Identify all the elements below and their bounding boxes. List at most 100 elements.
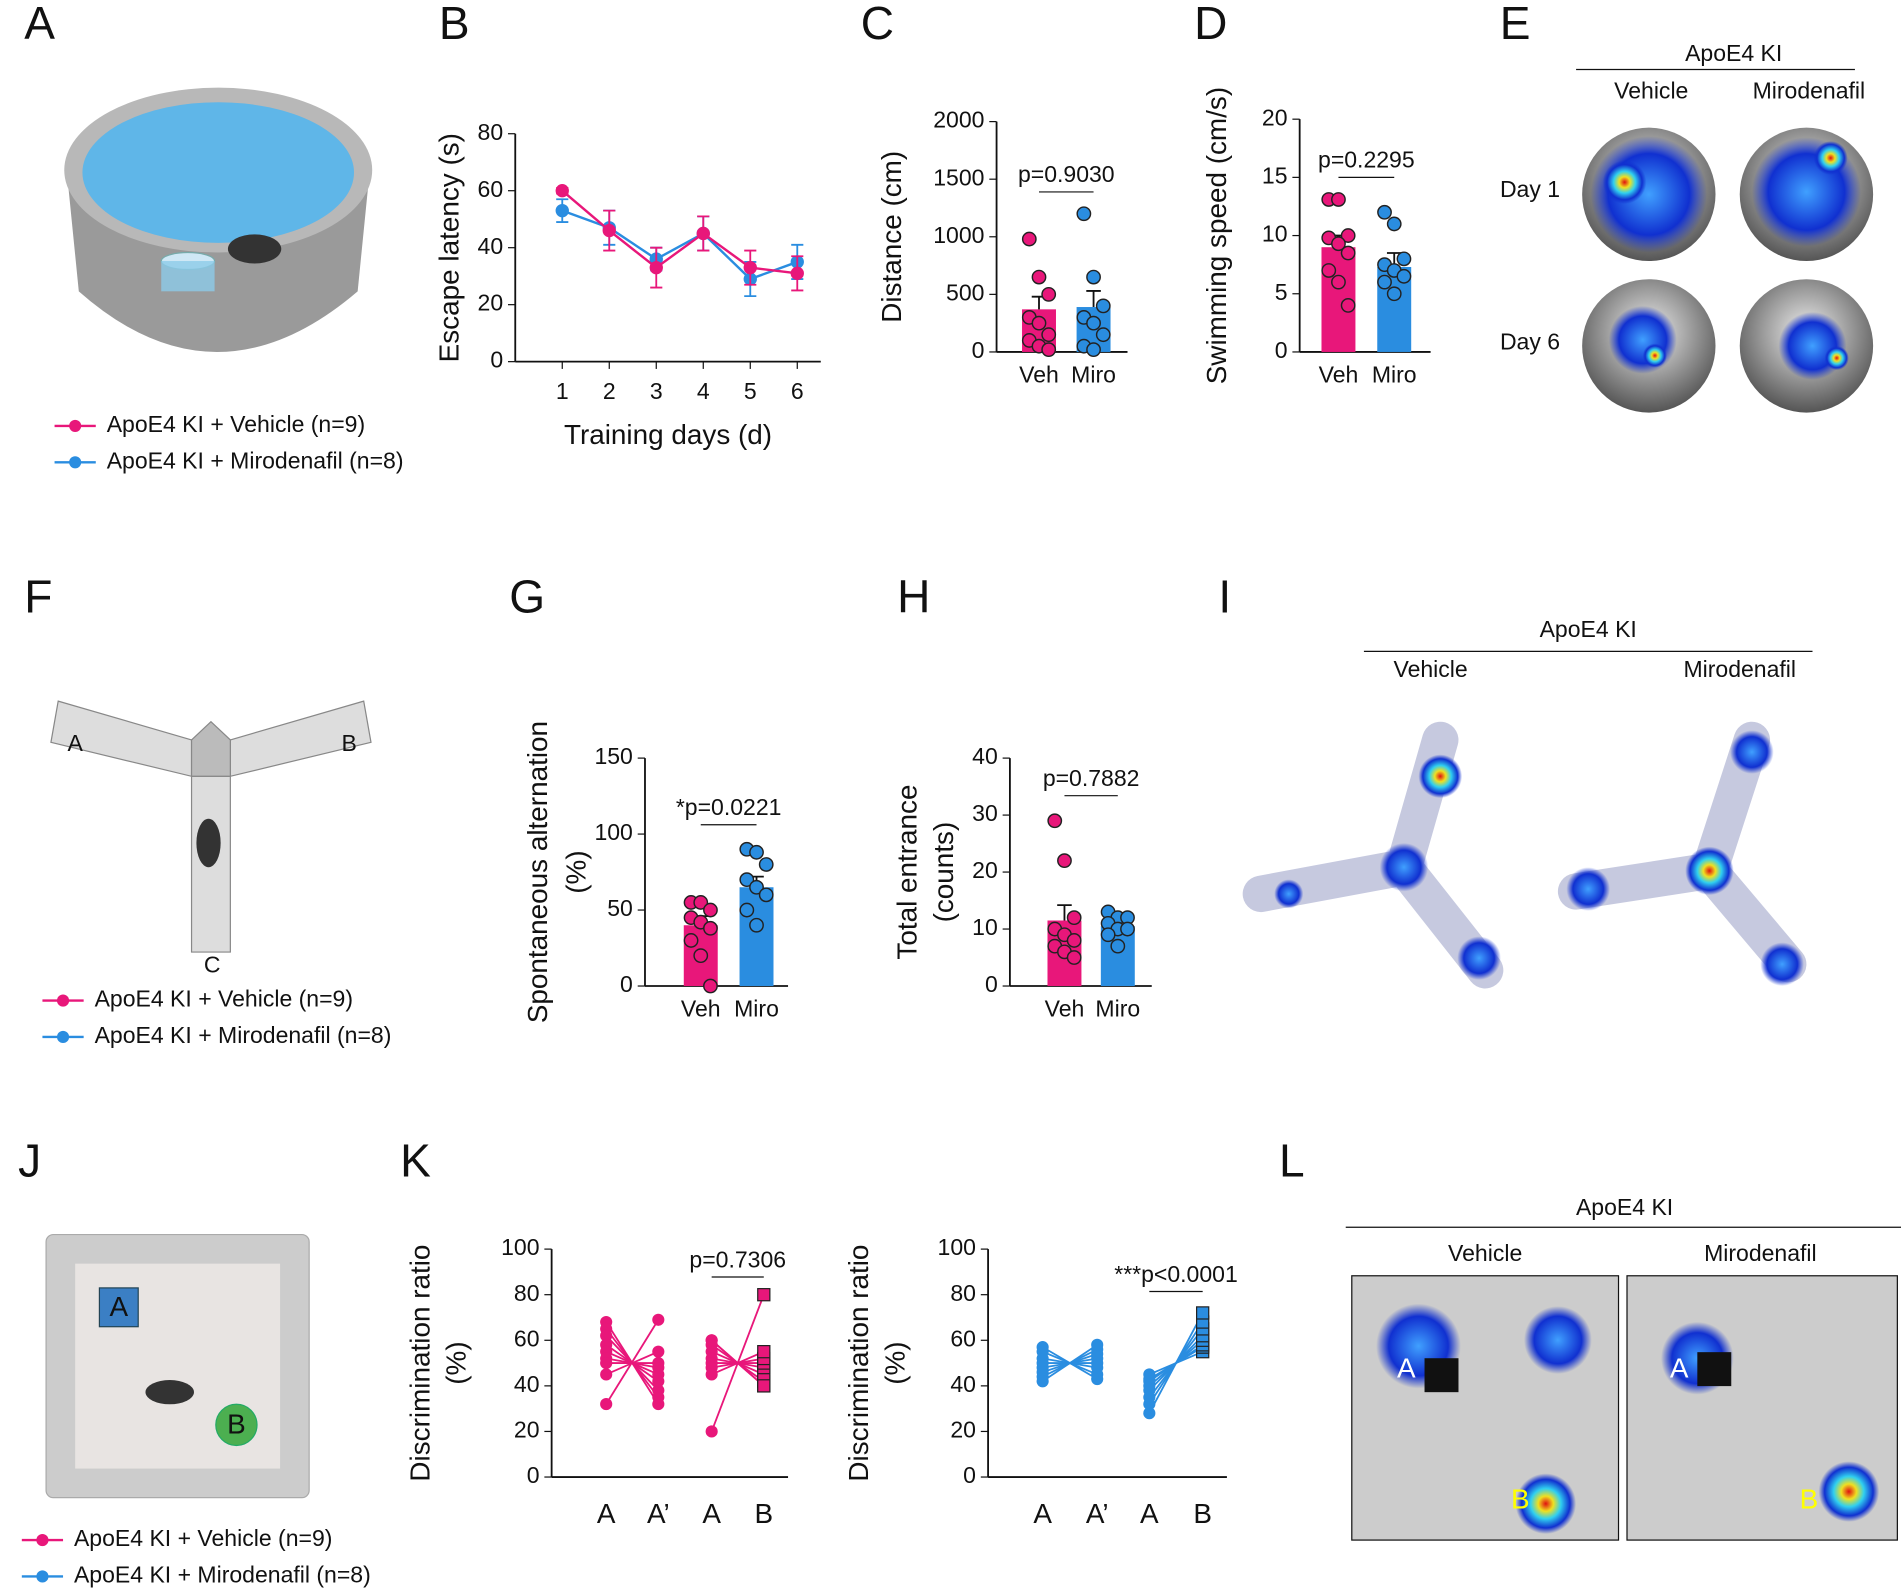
y-tick-label: 60 [478,176,504,202]
legend-marker [36,1534,49,1547]
y-tick-label: 40 [972,743,998,769]
data-point [600,1368,613,1381]
y-tick-label: 100 [938,1234,976,1260]
y-tick-label: 0 [963,1462,976,1488]
object-label: A [1670,1353,1689,1384]
data-point [1066,933,1082,948]
data-point [749,917,764,933]
y-axis-label: Total entrance [892,785,923,960]
object-box-illustration [45,1233,310,1499]
x-tick-label: Miro [1372,361,1417,387]
x-tick-label: Miro [1071,361,1116,387]
object-label: B [1511,1484,1530,1515]
y-tick-label: 60 [514,1325,540,1351]
data-point [1331,274,1346,290]
legend-label: ApoE4 KI + Vehicle (n=9) [107,411,365,437]
y-tick-label: 0 [527,1462,540,1488]
pair-line [605,1319,660,1405]
data-point [1036,1375,1049,1388]
pair-line [711,1339,765,1387]
y-tick-label: 20 [478,290,504,316]
data-point [705,1334,718,1347]
y-tick-label: 0 [972,337,985,363]
y-tick-label: 40 [514,1371,540,1397]
arm-label: A [67,730,83,756]
y-tick-label: 60 [950,1325,976,1351]
x-tick-label: Veh [1045,995,1085,1021]
y-axis-label: Discrimination ratio [843,1245,874,1482]
column-label: Mirodenafil [1753,78,1866,104]
data-point [1386,286,1402,302]
y-tick-label: 80 [478,119,504,145]
y-tick-label: 40 [478,233,504,259]
y-tick-label: 150 [594,743,632,769]
y-axis-label: (%) [561,850,592,893]
data-point [705,1425,718,1438]
x-tick-label: A’ [647,1498,670,1529]
data-point [1066,950,1082,965]
y-tick-label: 30 [972,800,998,826]
y-tick-label: 40 [950,1371,976,1397]
column-label: Vehicle [1393,656,1467,682]
data-point [693,948,709,964]
panel-label: F [24,571,52,623]
y-tick-label: 1500 [933,164,984,190]
data-point [1396,268,1412,284]
arm-label: B [341,730,356,756]
data-point [1086,269,1101,285]
y-axis-label: (%) [441,1341,472,1384]
object-label: B [1800,1484,1819,1515]
data-point [1143,1407,1156,1420]
y-axis-label: Discrimination ratio [404,1245,435,1482]
data-point [1340,228,1356,243]
data-point [1196,1306,1210,1320]
data-point [693,895,709,910]
column-label: Mirodenafil [1683,656,1796,682]
x-axis-label: Training days (d) [564,419,772,450]
data-point [1091,1338,1104,1351]
legend-label: ApoE4 KI + Vehicle (n=9) [74,1525,332,1551]
data-point [743,260,757,275]
pair-line [1148,1312,1204,1414]
y-tick-label: 20 [972,857,998,883]
pair-line [1042,1344,1098,1383]
y-tick-label: 20 [950,1417,976,1443]
data-point [1110,938,1126,954]
panel-label: A [24,0,55,49]
data-point [758,887,774,903]
data-point [739,902,755,918]
panel-label: K [400,1134,431,1186]
column-label: Vehicle [1448,1240,1522,1266]
annotation: *p=0.0221 [676,794,782,820]
panel-label: H [897,571,930,623]
data-point [1331,192,1346,207]
data-point [703,920,718,936]
data-point [649,260,663,275]
data-point [683,933,699,948]
data-point [1143,1398,1156,1411]
data-point [1120,921,1135,937]
y-tick-label: 15 [1262,162,1288,188]
data-point [1076,206,1092,222]
data-point [652,1357,665,1370]
pool-illustration [64,87,373,352]
data-point [1031,315,1047,331]
image-header: ApoE4 KI [1576,1194,1673,1220]
data-point [705,1368,718,1381]
y-tick-label: 10 [972,914,998,940]
data-point [703,902,718,918]
data-point [1377,274,1392,290]
data-point [602,223,616,238]
legend-label: ApoE4 KI + Mirodenafil (n=8) [107,447,404,473]
data-point [1386,216,1402,232]
legend-marker [56,1030,70,1044]
legend-marker [69,456,82,469]
legend-marker [56,994,70,1007]
x-tick-label: B [754,1498,773,1529]
series-line [561,189,798,275]
x-tick-label: 2 [603,378,616,404]
data-point [1331,236,1346,252]
y-tick-label: 500 [946,279,984,305]
x-tick-label: 6 [791,378,804,404]
panel-label: B [439,0,470,49]
